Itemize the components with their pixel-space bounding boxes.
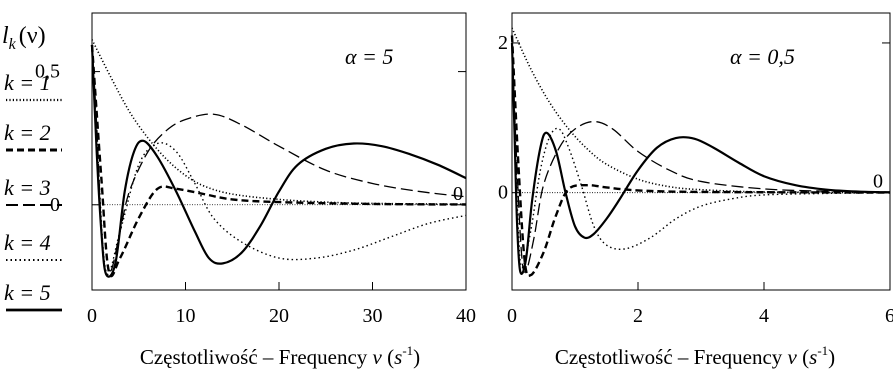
series-line-k3 <box>511 42 891 273</box>
series-line-k1 <box>91 39 467 206</box>
chart-2-x-axis-label-var: ν <box>788 345 798 369</box>
chart-2-x-axis-label-main: Częstotliwość – Frequency <box>555 345 788 369</box>
series-line-k5 <box>90 44 467 278</box>
y-tick-label: 0 <box>50 194 60 216</box>
legend-label: k = 1 <box>4 70 51 95</box>
legend-item-k5: k = 5 <box>4 280 62 312</box>
chart-alpha-5: 0 10 20 30 40 0 0,5 0 α = 5 Częstotliwość – Fre… <box>35 12 476 369</box>
x-tick-label: 30 <box>363 305 383 327</box>
legend-item-k1: k = 1 <box>4 70 62 102</box>
y-tick-label: 0,5 <box>35 61 60 83</box>
chart-2-x-axis-label-close: ) <box>828 345 835 369</box>
x-tick-label: 6 <box>885 305 893 327</box>
y-axis-label-arg: (ν) <box>19 23 46 49</box>
series-line-k4 <box>91 44 467 275</box>
chart-1-x-axis-label-close: ) <box>413 345 420 369</box>
right-zero-label: 0 <box>453 183 463 205</box>
chart-1-x-axis-label: Częstotliwość – Frequency ν (s-1) <box>140 343 420 369</box>
chart-2-frame <box>511 12 891 291</box>
series-line-k5 <box>510 42 891 275</box>
chart-1-ticks: 0 10 20 30 40 0 0,5 0 <box>35 61 476 327</box>
chart-2-x-axis-label-open: ( <box>797 345 809 369</box>
y-tick-label: 0 <box>498 182 508 204</box>
y-axis-label-subscript: k <box>9 36 17 53</box>
chart-2-ticks: 0 2 4 6 0 2 0 <box>498 32 893 327</box>
x-tick-label: 20 <box>269 305 289 327</box>
chart-1-x-axis-label-unit: s <box>394 345 402 369</box>
series-line-k3 <box>91 44 467 277</box>
chart-1-x-axis-label-open: ( <box>382 345 394 369</box>
chart-1-x-axis-label-exp: -1 <box>402 343 413 358</box>
chart-1-series <box>90 39 467 278</box>
legend-label: k = 3 <box>4 175 51 200</box>
x-tick-label: 0 <box>507 305 517 327</box>
series-line-k1 <box>511 27 891 194</box>
y-axis-label: lk (ν) <box>2 23 46 53</box>
chart-2-x-axis-label: Częstotliwość – Frequency ν (s-1) <box>555 343 835 369</box>
chart-2-annotation: α = 0,5 <box>730 44 795 69</box>
chart-1-annotation: α = 5 <box>345 44 393 69</box>
right-zero-label: 0 <box>873 171 883 193</box>
legend-label: k = 2 <box>4 120 51 145</box>
legend-label: k = 5 <box>4 280 51 305</box>
x-tick-label: 4 <box>759 305 769 327</box>
chart-1-x-axis-label-var: ν <box>373 345 383 369</box>
x-tick-label: 0 <box>87 305 97 327</box>
chart-1-x-axis-label-main: Częstotliwość – Frequency <box>140 345 373 369</box>
legend: k = 1 k = 2 k = 3 k = 4 k = 5 <box>4 70 62 312</box>
chart-2-x-axis-label-unit: s <box>809 345 817 369</box>
chart-alpha-0-5: 0 2 4 6 0 2 0 α = 0,5 Częstotliwość – Frequenc… <box>498 12 893 369</box>
series-line-k4 <box>511 42 891 269</box>
chart-2-series <box>510 27 891 278</box>
series-line-k2 <box>90 44 467 278</box>
x-tick-label: 40 <box>456 305 476 327</box>
series-line-k2 <box>510 35 891 278</box>
x-tick-label: 10 <box>176 305 196 327</box>
legend-item-k2: k = 2 <box>4 120 62 152</box>
legend-item-k4: k = 4 <box>4 230 62 261</box>
y-tick-label: 2 <box>498 32 508 54</box>
chart-2-x-axis-label-exp: -1 <box>817 343 828 358</box>
x-tick-label: 2 <box>633 305 643 327</box>
legend-label: k = 4 <box>4 230 51 255</box>
y-axis-label-symbol: l <box>2 23 9 49</box>
legend-item-k3: k = 3 <box>4 175 62 206</box>
